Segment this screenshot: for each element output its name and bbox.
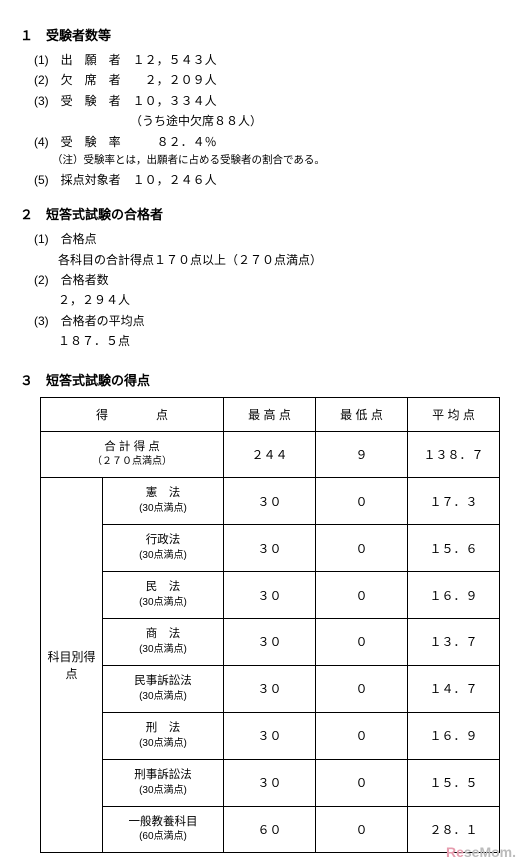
- watermark-re: Re: [446, 844, 464, 860]
- s1-note: （注）受験率とは，出願者に占める受験者の割合である。: [20, 152, 508, 170]
- section1-title: １ 受験者数等: [20, 25, 508, 44]
- subject-label: 刑事訴訟法 (30点満点): [103, 759, 224, 806]
- row-label: 憲 法: [146, 487, 181, 499]
- total-note: （２７０点満点）: [92, 456, 172, 467]
- row-note: (30点満点): [139, 597, 187, 608]
- table-row: 民 法 (30点満点) ３０ ０ １６．９: [41, 572, 500, 619]
- subject-label: 刑 法 (30点満点): [103, 712, 224, 759]
- section2-title: ２ 短答式試験の合格者: [20, 204, 508, 223]
- cell-max: ３０: [224, 478, 316, 525]
- row-label: 一般教養科目: [129, 816, 198, 828]
- row-note: (30点満点): [139, 738, 187, 749]
- cell-min: ０: [316, 619, 408, 666]
- total-row: 合 計 得 点 （２７０点満点） ２４４ ９ １３８．７: [41, 431, 500, 478]
- cell-avg: １６．９: [408, 572, 500, 619]
- cell-avg: １５．６: [408, 525, 500, 572]
- row-label: 商 法: [146, 628, 181, 640]
- cell-max: ３０: [224, 712, 316, 759]
- table-row: 商 法 (30点満点) ３０ ０ １３．７: [41, 619, 500, 666]
- s1-item1: (1) 出 願 者 １２，５４３人: [20, 50, 508, 70]
- cell-max: ３０: [224, 525, 316, 572]
- s2-item3a: (3) 合格者の平均点: [20, 311, 508, 331]
- cell-max: ６０: [224, 806, 316, 853]
- s1-item3: (3) 受 験 者 １０，３３４人: [20, 91, 508, 111]
- watermark: ReseMom.: [446, 844, 516, 860]
- th-avg: 平 均 点: [408, 397, 500, 431]
- row-note: (30点満点): [139, 785, 187, 796]
- cell-avg: １５．５: [408, 759, 500, 806]
- s2-item1a: (1) 合格点: [20, 229, 508, 249]
- subject-label: 憲 法 (30点満点): [103, 478, 224, 525]
- cell-min: ０: [316, 759, 408, 806]
- table-row: 刑事訴訟法 (30点満点) ３０ ０ １５．５: [41, 759, 500, 806]
- cell-avg: １７．３: [408, 478, 500, 525]
- th-score: 得 点: [41, 397, 224, 431]
- cell-min: ０: [316, 525, 408, 572]
- cell-min: ０: [316, 712, 408, 759]
- row-note: (30点満点): [139, 550, 187, 561]
- section3-title: ３ 短答式試験の得点: [20, 370, 508, 389]
- cell-max: ３０: [224, 665, 316, 712]
- s1-paren: （うち途中欠席８８人）: [20, 111, 508, 131]
- table-row: 一般教養科目 (60点満点) ６０ ０ ２８．１: [41, 806, 500, 853]
- cell-max: ３０: [224, 572, 316, 619]
- total-max: ２４４: [224, 431, 316, 478]
- total-min: ９: [316, 431, 408, 478]
- total-label: 合 計 得 点 （２７０点満点）: [41, 431, 224, 478]
- cell-avg: １６．９: [408, 712, 500, 759]
- cell-max: ３０: [224, 619, 316, 666]
- total-label-text: 合 計 得 点: [104, 441, 160, 453]
- s1-item2: (2) 欠 席 者 ２，２０９人: [20, 70, 508, 90]
- row-label: 刑事訴訟法: [134, 769, 192, 781]
- s1-item4: (4) 受 験 率 ８２．４％: [20, 132, 508, 152]
- subject-label: 民 法 (30点満点): [103, 572, 224, 619]
- cell-min: ０: [316, 665, 408, 712]
- watermark-rest: seMom.: [464, 844, 516, 860]
- subject-label: 一般教養科目 (60点満点): [103, 806, 224, 853]
- row-label: 民 法: [146, 581, 181, 593]
- subject-header: 科目別得点: [41, 478, 103, 853]
- s2-item2a: (2) 合格者数: [20, 270, 508, 290]
- row-label: 行政法: [146, 534, 181, 546]
- cell-max: ３０: [224, 759, 316, 806]
- s2-item1b: 各科目の合計得点１７０点以上（２７０点満点）: [20, 250, 508, 270]
- cell-min: ０: [316, 806, 408, 853]
- row-note: (30点満点): [139, 503, 187, 514]
- row-label: 民事訴訟法: [134, 675, 192, 687]
- cell-min: ０: [316, 572, 408, 619]
- total-avg: １３８．７: [408, 431, 500, 478]
- table-row: 科目別得点 憲 法 (30点満点) ３０ ０ １７．３: [41, 478, 500, 525]
- cell-min: ０: [316, 478, 408, 525]
- row-note: (60点満点): [139, 831, 187, 842]
- th-max: 最 高 点: [224, 397, 316, 431]
- s1-item5: (5) 採点対象者 １０，２４６人: [20, 170, 508, 190]
- table-row: 民事訴訟法 (30点満点) ３０ ０ １４．７: [41, 665, 500, 712]
- table-header-row: 得 点 最 高 点 最 低 点 平 均 点: [41, 397, 500, 431]
- subject-label: 行政法 (30点満点): [103, 525, 224, 572]
- table-row: 刑 法 (30点満点) ３０ ０ １６．９: [41, 712, 500, 759]
- row-note: (30点満点): [139, 691, 187, 702]
- s2-item3b: １８７．５点: [20, 331, 508, 351]
- cell-avg: １３．７: [408, 619, 500, 666]
- subject-label: 商 法 (30点満点): [103, 619, 224, 666]
- score-table: 得 点 最 高 点 最 低 点 平 均 点 合 計 得 点 （２７０点満点） ２…: [40, 397, 500, 854]
- subject-label: 民事訴訟法 (30点満点): [103, 665, 224, 712]
- s2-item2b: ２，２９４人: [20, 290, 508, 310]
- cell-avg: １４．７: [408, 665, 500, 712]
- row-label: 刑 法: [146, 722, 181, 734]
- row-note: (30点満点): [139, 644, 187, 655]
- table-row: 行政法 (30点満点) ３０ ０ １５．６: [41, 525, 500, 572]
- th-min: 最 低 点: [316, 397, 408, 431]
